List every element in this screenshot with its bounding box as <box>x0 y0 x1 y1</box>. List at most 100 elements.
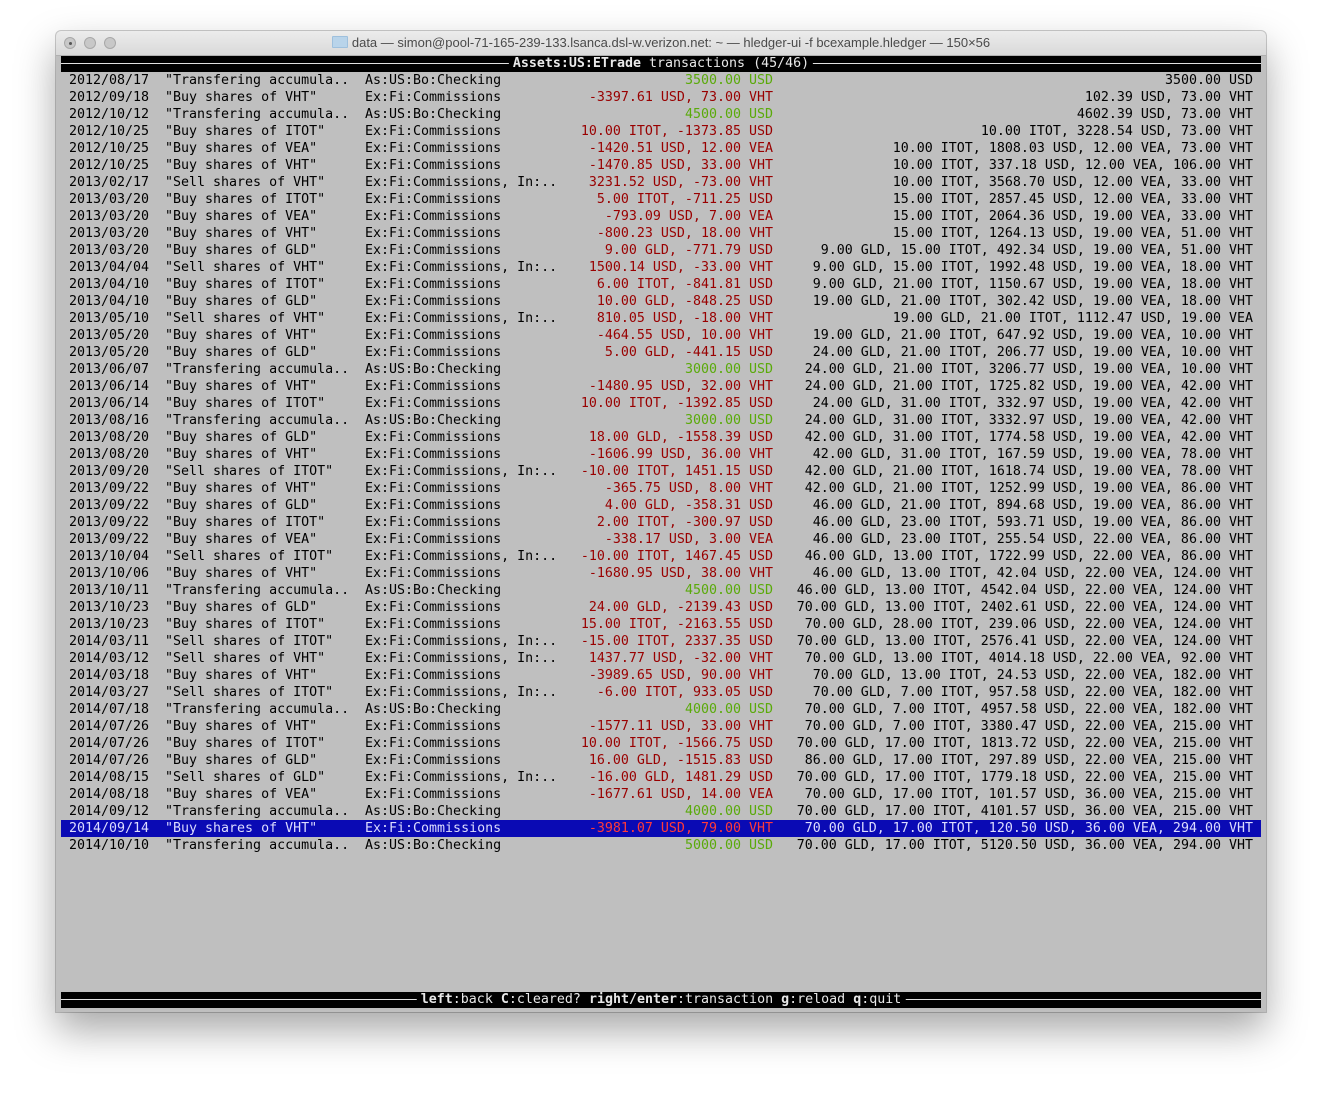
transaction-row[interactable]: 2012/10/12 "Transfering accumula.. As:US:B… <box>61 106 1261 123</box>
transaction-date: 2014/07/18 <box>69 702 150 717</box>
transaction-row[interactable]: 2013/10/23 "Buy shares of ITOT" Ex:Fi:Comm… <box>61 616 1261 633</box>
running-balance: 10.00 ITOT, 3568.70 USD, 12.00 VEA, 33.0… <box>892 175 1253 190</box>
transaction-row[interactable]: 2013/02/17 "Sell shares of VHT" Ex:Fi:Comm… <box>61 174 1261 191</box>
key-hint: right/enter:transaction <box>589 992 773 1007</box>
transaction-row[interactable]: 2013/09/22 "Buy shares of ITOT" Ex:Fi:Comm… <box>61 514 1261 531</box>
transaction-row[interactable]: 2013/10/04 "Sell shares of ITOT" Ex:Fi:Com… <box>61 548 1261 565</box>
running-balance: 70.00 GLD, 13.00 ITOT, 24.53 USD, 22.00 … <box>812 668 1253 683</box>
transaction-row[interactable]: 2014/08/18 "Buy shares of VEA" Ex:Fi:Commi… <box>61 786 1261 803</box>
transaction-account: Ex:Fi:Commissions <box>365 158 502 173</box>
transaction-amount: 4500.00 USD <box>684 107 773 122</box>
transaction-date: 2013/08/16 <box>69 413 150 428</box>
transaction-description: "Buy shares of VHT" <box>165 821 318 836</box>
transaction-account: Ex:Fi:Commissions <box>365 498 502 513</box>
transaction-description: "Buy shares of GLD" <box>165 430 318 445</box>
transaction-description: "Buy shares of VEA" <box>165 209 318 224</box>
transaction-row[interactable]: 2012/08/17 "Transfering accumula.. As:US:B… <box>61 72 1261 89</box>
transaction-row[interactable]: 2012/10/25 "Buy shares of ITOT" Ex:Fi:Comm… <box>61 123 1261 140</box>
transactions-list[interactable]: 2012/08/17 "Transfering accumula.. As:US:B… <box>61 72 1261 854</box>
transaction-account: As:US:Bo:Checking <box>365 804 502 819</box>
transaction-account: Ex:Fi:Commissions <box>365 447 502 462</box>
transaction-account: Ex:Fi:Commissions, In:.. <box>365 464 558 479</box>
running-balance: 24.00 GLD, 31.00 ITOT, 332.97 USD, 19.00… <box>812 396 1253 411</box>
zoom-button[interactable] <box>104 37 116 49</box>
transaction-row[interactable]: 2013/08/20 "Buy shares of VHT" Ex:Fi:Commi… <box>61 446 1261 463</box>
transaction-row[interactable]: 2013/03/20 "Buy shares of VHT" Ex:Fi:Commi… <box>61 225 1261 242</box>
transaction-row[interactable]: 2014/07/26 "Buy shares of VHT" Ex:Fi:Commi… <box>61 718 1261 735</box>
transaction-amount: -338.17 USD, 3.00 VEA <box>604 532 773 547</box>
transaction-amount: 16.00 GLD, -1515.83 USD <box>588 753 773 768</box>
transaction-row[interactable]: 2013/10/11 "Transfering accumula.. As:US:B… <box>61 582 1261 599</box>
transaction-row[interactable]: 2014/07/26 "Buy shares of GLD" Ex:Fi:Commi… <box>61 752 1261 769</box>
transaction-amount: -800.23 USD, 18.00 VHT <box>596 226 773 241</box>
transaction-row[interactable]: 2013/09/22 "Buy shares of VEA" Ex:Fi:Commi… <box>61 531 1261 548</box>
transaction-date: 2013/09/22 <box>69 481 150 496</box>
transaction-row[interactable]: 2013/06/07 "Transfering accumula.. As:US:B… <box>61 361 1261 378</box>
running-balance: 70.00 GLD, 17.00 ITOT, 120.50 USD, 36.00… <box>804 821 1253 836</box>
transaction-date: 2013/09/20 <box>69 464 150 479</box>
transaction-description: "Transfering accumula.. <box>165 73 350 88</box>
transaction-row[interactable]: 2014/09/12 "Transfering accumula.. As:US:B… <box>61 803 1261 820</box>
transaction-row[interactable]: 2014/07/26 "Buy shares of ITOT" Ex:Fi:Comm… <box>61 735 1261 752</box>
transaction-row[interactable]: 2012/10/25 "Buy shares of VEA" Ex:Fi:Commi… <box>61 140 1261 157</box>
transaction-row[interactable]: 2013/03/20 "Buy shares of GLD" Ex:Fi:Commi… <box>61 242 1261 259</box>
running-balance: 24.00 GLD, 21.00 ITOT, 1725.82 USD, 19.0… <box>804 379 1253 394</box>
transaction-row[interactable]: 2013/06/14 "Buy shares of VHT" Ex:Fi:Commi… <box>61 378 1261 395</box>
transaction-row[interactable]: 2013/04/04 "Sell shares of VHT" Ex:Fi:Comm… <box>61 259 1261 276</box>
running-balance: 70.00 GLD, 13.00 ITOT, 2576.41 USD, 22.0… <box>796 634 1253 649</box>
transaction-row[interactable]: 2013/09/22 "Buy shares of GLD" Ex:Fi:Commi… <box>61 497 1261 514</box>
header-position: (45/46) <box>753 56 810 71</box>
running-balance: 70.00 GLD, 7.00 ITOT, 4957.58 USD, 22.00… <box>804 702 1253 717</box>
transaction-row[interactable]: 2013/05/20 "Buy shares of GLD" Ex:Fi:Commi… <box>61 344 1261 361</box>
transaction-row[interactable]: 2013/09/20 "Sell shares of ITOT" Ex:Fi:Com… <box>61 463 1261 480</box>
transaction-amount: 18.00 GLD, -1558.39 USD <box>588 430 773 445</box>
minimize-button[interactable] <box>84 37 96 49</box>
transaction-row[interactable]: 2014/03/27 "Sell shares of ITOT" Ex:Fi:Com… <box>61 684 1261 701</box>
transaction-row[interactable]: 2013/10/06 "Buy shares of VHT" Ex:Fi:Commi… <box>61 565 1261 582</box>
transaction-row[interactable]: 2013/03/20 "Buy shares of VEA" Ex:Fi:Commi… <box>61 208 1261 225</box>
transaction-row[interactable]: 2014/07/18 "Transfering accumula.. As:US:B… <box>61 701 1261 718</box>
transaction-date: 2014/10/10 <box>69 838 150 853</box>
transaction-description: "Buy shares of ITOT" <box>165 617 326 632</box>
transaction-row[interactable]: 2013/03/20 "Buy shares of ITOT" Ex:Fi:Comm… <box>61 191 1261 208</box>
running-balance: 46.00 GLD, 13.00 ITOT, 4542.04 USD, 22.0… <box>796 583 1253 598</box>
key-action: back <box>460 992 493 1007</box>
transaction-row[interactable]: 2014/03/18 "Buy shares of VHT" Ex:Fi:Commi… <box>61 667 1261 684</box>
transaction-row[interactable]: 2013/04/10 "Buy shares of ITOT" Ex:Fi:Comm… <box>61 276 1261 293</box>
transaction-account: As:US:Bo:Checking <box>365 107 502 122</box>
transaction-row[interactable]: 2012/09/18 "Buy shares of VHT" Ex:Fi:Commi… <box>61 89 1261 106</box>
transaction-description: "Buy shares of GLD" <box>165 345 318 360</box>
transaction-row[interactable]: 2012/10/25 "Buy shares of VHT" Ex:Fi:Commi… <box>61 157 1261 174</box>
transaction-row[interactable]: 2014/08/15 "Sell shares of GLD" Ex:Fi:Comm… <box>61 769 1261 786</box>
transaction-account: Ex:Fi:Commissions <box>365 192 502 207</box>
running-balance: 19.00 GLD, 21.00 ITOT, 302.42 USD, 19.00… <box>812 294 1253 309</box>
transaction-row[interactable]: 2013/04/10 "Buy shares of GLD" Ex:Fi:Commi… <box>61 293 1261 310</box>
transaction-row[interactable]: 2013/09/22 "Buy shares of VHT" Ex:Fi:Commi… <box>61 480 1261 497</box>
close-button[interactable] <box>64 37 76 49</box>
transaction-row[interactable]: 2013/05/10 "Sell shares of VHT" Ex:Fi:Comm… <box>61 310 1261 327</box>
transaction-amount: -10.00 ITOT, 1451.15 USD <box>580 464 773 479</box>
transaction-date: 2012/08/17 <box>69 73 150 88</box>
transaction-account: Ex:Fi:Commissions <box>365 328 502 343</box>
transaction-account: As:US:Bo:Checking <box>365 73 502 88</box>
running-balance: 9.00 GLD, 15.00 ITOT, 1992.48 USD, 19.00… <box>812 260 1253 275</box>
transaction-row-selected[interactable]: 2014/09/14 "Buy shares of VHT" Ex:Fi:Commi… <box>61 820 1261 837</box>
transaction-row[interactable]: 2013/08/20 "Buy shares of GLD" Ex:Fi:Commi… <box>61 429 1261 446</box>
transaction-row[interactable]: 2013/10/23 "Buy shares of GLD" Ex:Fi:Commi… <box>61 599 1261 616</box>
transaction-row[interactable]: 2014/03/12 "Sell shares of VHT" Ex:Fi:Comm… <box>61 650 1261 667</box>
transaction-date: 2013/10/06 <box>69 566 150 581</box>
running-balance: 4602.39 USD, 73.00 VHT <box>1076 107 1253 122</box>
transaction-row[interactable]: 2013/06/14 "Buy shares of ITOT" Ex:Fi:Comm… <box>61 395 1261 412</box>
transaction-amount: 4.00 GLD, -358.31 USD <box>604 498 773 513</box>
transaction-description: "Buy shares of VHT" <box>165 158 318 173</box>
transaction-date: 2013/04/10 <box>69 277 150 292</box>
transaction-row[interactable]: 2013/08/16 "Transfering accumula.. As:US:B… <box>61 412 1261 429</box>
transaction-account: Ex:Fi:Commissions <box>365 209 502 224</box>
running-balance: 46.00 GLD, 21.00 ITOT, 894.68 USD, 19.00… <box>812 498 1253 513</box>
transaction-account: Ex:Fi:Commissions <box>365 736 502 751</box>
key-action: quit <box>869 992 902 1007</box>
transaction-account: Ex:Fi:Commissions <box>365 821 502 836</box>
transaction-row[interactable]: 2014/03/11 "Sell shares of ITOT" Ex:Fi:Com… <box>61 633 1261 650</box>
transaction-row[interactable]: 2013/05/20 "Buy shares of VHT" Ex:Fi:Commi… <box>61 327 1261 344</box>
transaction-row[interactable]: 2014/10/10 "Transfering accumula.. As:US:B… <box>61 837 1261 854</box>
